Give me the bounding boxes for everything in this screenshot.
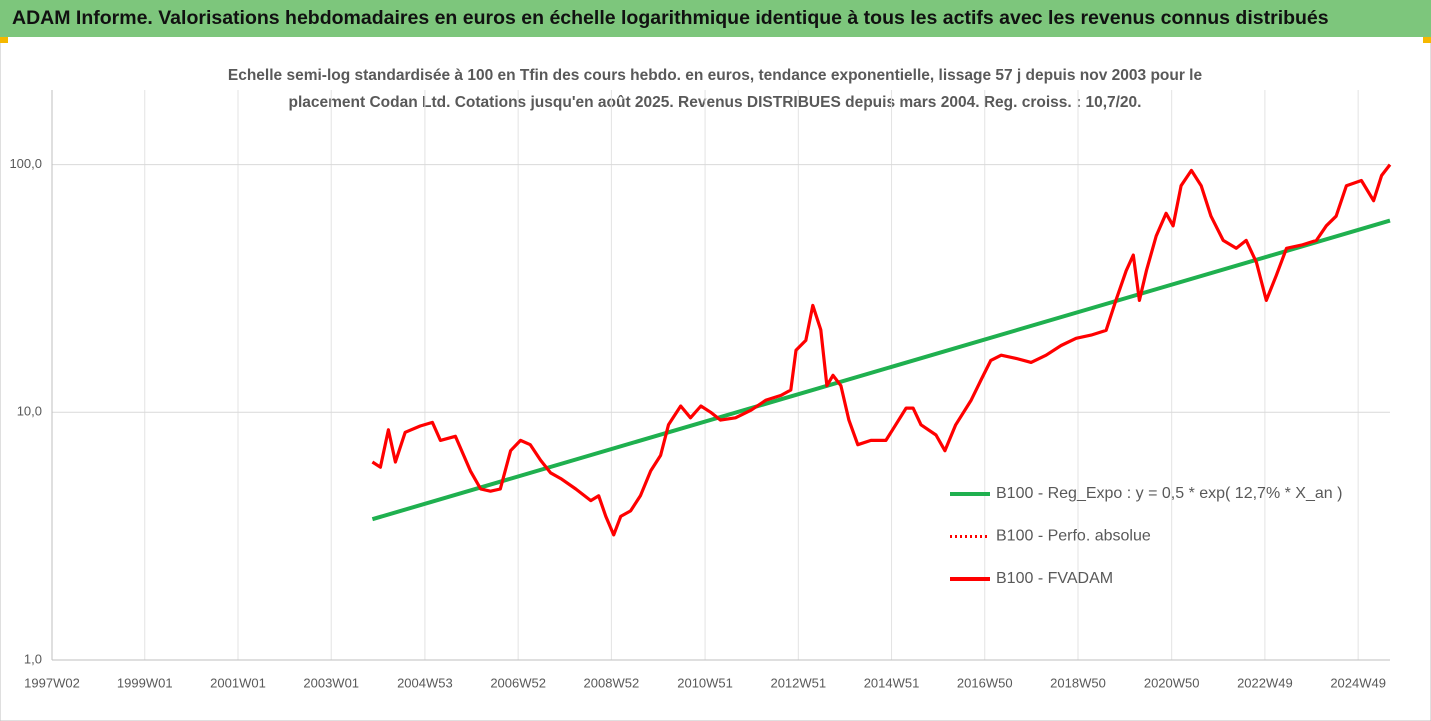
x-tick-label: 2024W49 [1330,675,1386,690]
series-line [371,163,1392,537]
chart-subtitle: placement Codan Ltd. Cotations jusqu'en … [289,94,1142,111]
x-tick-label: 2020W50 [1144,675,1200,690]
y-tick-label: 1,0 [24,651,42,666]
x-tick-label: 2016W50 [957,675,1013,690]
x-tick-label: 2022W49 [1237,675,1293,690]
legend-label: B100 - FVADAM [996,570,1113,587]
chart-subtitle: Echelle semi-log standardisée à 100 en T… [228,67,1203,84]
chart-title: ADAM Informe. Valorisations hebdomadaire… [12,7,1329,29]
x-tick-label: 2014W51 [864,675,920,690]
legend-label: B100 - Perfo. absolue [996,528,1151,545]
x-tick-label: 1999W01 [117,675,173,690]
x-tick-label: 1997W02 [24,675,80,690]
x-tick-label: 2003W01 [303,675,359,690]
x-tick-label: 2010W51 [677,675,733,690]
corner-mark [1423,37,1431,43]
header-band [0,0,1431,37]
x-tick-label: 2008W52 [584,675,640,690]
x-tick-label: 2012W51 [770,675,826,690]
x-tick-label: 2001W01 [210,675,266,690]
x-tick-label: 2018W50 [1050,675,1106,690]
x-tick-label: 2006W52 [490,675,546,690]
y-tick-label: 100,0 [9,156,42,171]
x-tick-label: 2004W53 [397,675,453,690]
series-line [371,218,1391,522]
corner-mark [0,37,8,43]
y-tick-label: 10,0 [17,404,42,419]
legend-label: B100 - Reg_Expo : y = 0,5 * exp( 12,7% *… [996,485,1342,502]
